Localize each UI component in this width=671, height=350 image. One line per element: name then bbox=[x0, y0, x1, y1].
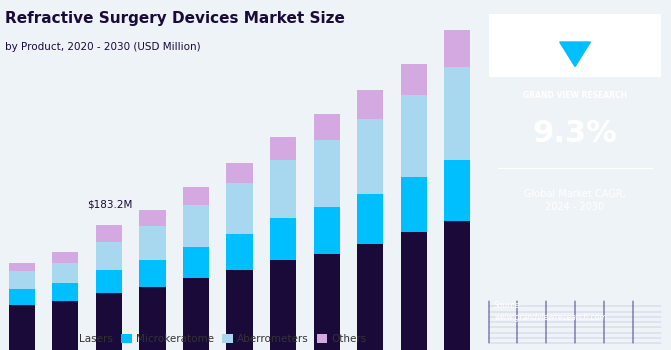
Bar bbox=[313, 114, 340, 140]
Bar bbox=[140, 287, 166, 350]
Text: $183.2M: $183.2M bbox=[87, 199, 132, 210]
Bar bbox=[401, 64, 427, 95]
Bar bbox=[444, 67, 470, 160]
Bar bbox=[52, 301, 79, 350]
Bar bbox=[52, 252, 79, 263]
Bar bbox=[183, 187, 209, 205]
Text: GRAND VIEW RESEARCH: GRAND VIEW RESEARCH bbox=[523, 91, 627, 100]
FancyBboxPatch shape bbox=[488, 14, 662, 77]
Bar bbox=[270, 137, 296, 160]
Bar bbox=[357, 119, 383, 194]
Text: by Product, 2020 - 2030 (USD Million): by Product, 2020 - 2030 (USD Million) bbox=[5, 42, 201, 52]
Bar bbox=[183, 205, 209, 247]
Bar bbox=[96, 242, 122, 270]
Bar bbox=[183, 278, 209, 350]
Bar bbox=[183, 247, 209, 278]
Bar bbox=[96, 225, 122, 242]
Bar bbox=[357, 244, 383, 350]
Bar bbox=[401, 95, 427, 177]
Bar bbox=[227, 163, 252, 183]
Bar bbox=[9, 263, 35, 271]
Bar bbox=[270, 160, 296, 218]
Bar bbox=[357, 194, 383, 244]
Bar bbox=[9, 271, 35, 289]
Bar bbox=[444, 222, 470, 350]
Text: Source:
www.grandviewresearch.com: Source: www.grandviewresearch.com bbox=[495, 301, 607, 322]
Bar bbox=[401, 232, 427, 350]
Bar bbox=[444, 30, 470, 67]
Text: Global Market CAGR,
2024 - 2030: Global Market CAGR, 2024 - 2030 bbox=[524, 189, 626, 212]
Bar bbox=[227, 183, 252, 233]
Bar bbox=[140, 226, 166, 260]
Bar bbox=[9, 289, 35, 305]
Bar bbox=[140, 210, 166, 226]
Bar bbox=[313, 207, 340, 254]
Bar bbox=[313, 140, 340, 207]
Bar bbox=[227, 233, 252, 270]
Text: 9.3%: 9.3% bbox=[533, 119, 617, 147]
Legend: Lasers, Microkeratome, Aberrometers, Others: Lasers, Microkeratome, Aberrometers, Oth… bbox=[60, 330, 371, 348]
Bar bbox=[270, 218, 296, 260]
Bar bbox=[444, 160, 470, 222]
Bar bbox=[52, 283, 79, 301]
Bar bbox=[357, 90, 383, 119]
Polygon shape bbox=[560, 42, 590, 66]
Bar bbox=[313, 254, 340, 350]
Bar bbox=[52, 263, 79, 283]
Bar bbox=[140, 260, 166, 287]
Bar bbox=[401, 177, 427, 232]
Bar bbox=[270, 260, 296, 350]
Bar bbox=[227, 270, 252, 350]
Bar bbox=[96, 293, 122, 350]
Bar bbox=[9, 305, 35, 350]
Text: Refractive Surgery Devices Market Size: Refractive Surgery Devices Market Size bbox=[5, 10, 345, 26]
Bar bbox=[96, 270, 122, 293]
